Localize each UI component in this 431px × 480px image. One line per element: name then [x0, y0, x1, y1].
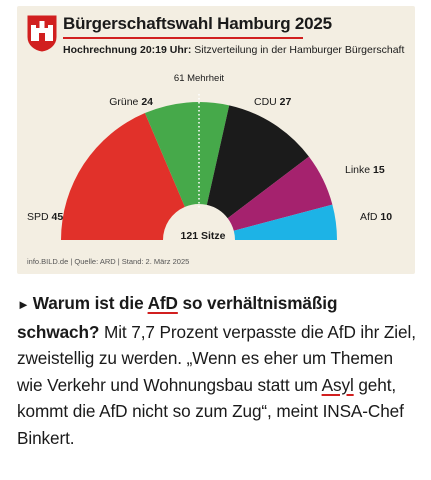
subtitle-time: Hochrechnung 20:19 Uhr: [63, 44, 192, 56]
article-paragraph: ► Warum ist die AfD so verhältnismäßig sc… [17, 290, 417, 451]
slice-spd [61, 113, 185, 240]
source-note: info.BILD.de | Quelle: ARD | Stand: 2. M… [27, 257, 190, 266]
asyl-link[interactable]: Asyl [321, 374, 354, 395]
afd-link[interactable]: AfD [147, 293, 178, 313]
subtitle-text: Sitzverteilung in der Hamburger Bürgersc… [191, 44, 405, 56]
title-underline [63, 37, 303, 39]
hamburg-crest-icon [27, 15, 57, 52]
label-spd: SPD 45 [27, 211, 63, 223]
slice-gruene [144, 102, 230, 207]
chart-title: Bürgerschaftswahl Hamburg 2025 [63, 14, 332, 33]
label-linke: Linke 15 [345, 164, 385, 176]
slice-cdu [206, 105, 309, 219]
seat-distribution-chart: SPD 45 Grüne 24 CDU 27 Linke 15 AfD 10 61 Meh… [27, 73, 392, 242]
article-question: ► Warum ist die AfD so verhältnismäßig sc… [17, 293, 338, 342]
slice-afd [233, 204, 337, 240]
article-text-1: Mit 7,7 Prozent verpasste die AfD ihr Zi… [17, 321, 416, 395]
label-afd: AfD 10 [360, 211, 392, 223]
arrow-icon: ► [17, 297, 30, 312]
label-gruene: Grüne 24 [109, 96, 153, 108]
chart-card: Bürgerschaftswahl Hamburg 2025 Hochrechn… [17, 6, 415, 274]
label-cdu: CDU 27 [254, 96, 292, 108]
article-text-2: geht, kommt die AfD nicht so zum Zug“, m… [17, 374, 404, 448]
total-seats-label: 121 Sitze [181, 230, 226, 242]
slice-linke [227, 156, 333, 231]
majority-label: 61 Mehrheit [174, 73, 225, 84]
chart-subtitle: Hochrechnung 20:19 Uhr: Sitzverteilung i… [63, 44, 404, 56]
